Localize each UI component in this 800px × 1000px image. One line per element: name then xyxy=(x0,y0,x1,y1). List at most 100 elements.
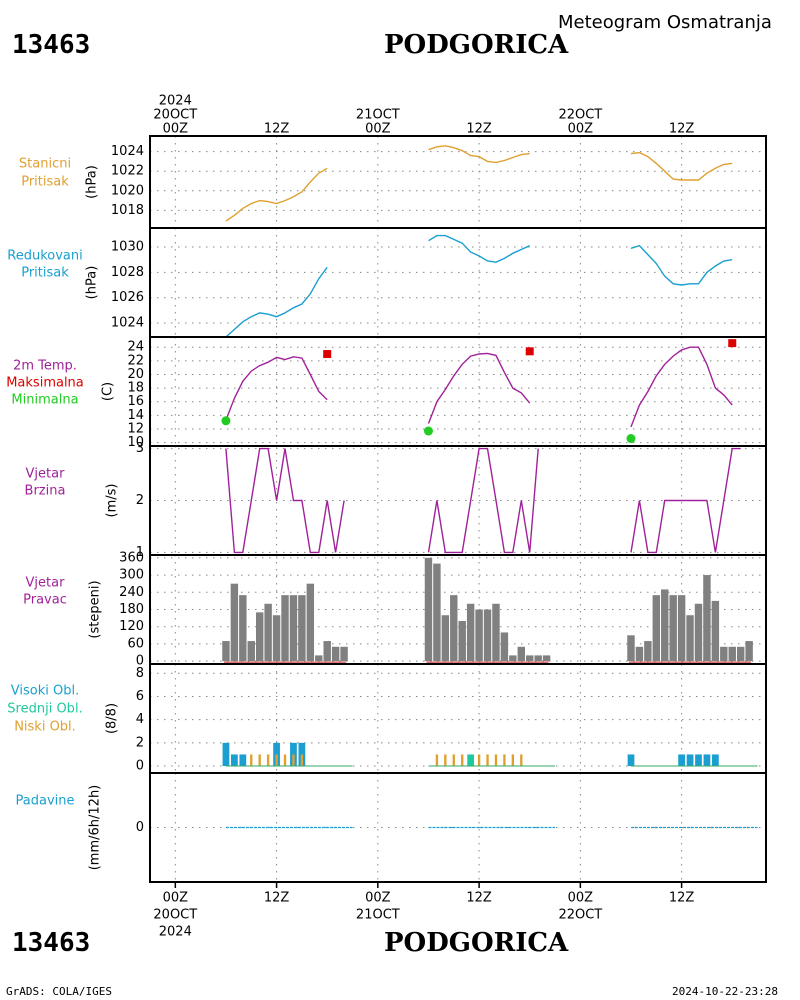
high-cloud-bar xyxy=(298,742,306,767)
station-code-bottom: 13463 xyxy=(12,928,91,958)
y-tick-label: 0 xyxy=(136,654,144,669)
time-label-bottom: 2024 xyxy=(159,925,192,940)
low-cloud-bar xyxy=(250,754,253,767)
y-axis-title: (mm/6h/12h) xyxy=(88,785,103,871)
grads-credit: GrADS: COLA/IGES xyxy=(6,985,112,998)
wind-dir-bar xyxy=(315,655,323,662)
series-line xyxy=(225,356,328,421)
wind-dir-bar xyxy=(736,646,745,662)
wind-dir-bar xyxy=(323,641,331,662)
wind-dir-bar xyxy=(500,632,509,662)
wind-dir-bar xyxy=(281,595,289,662)
wind-dir-bar xyxy=(745,641,753,662)
y-tick-label: 1030 xyxy=(111,240,144,255)
time-label-bottom: 12Z xyxy=(669,891,695,906)
station-code-top: 13463 xyxy=(12,30,91,60)
y-tick-label: 1018 xyxy=(111,203,144,218)
time-label-bottom: 20OCT xyxy=(153,908,197,923)
high-cloud-bar xyxy=(711,754,719,767)
y-tick-label: 16 xyxy=(127,394,144,409)
wind-dir-bar xyxy=(509,655,517,662)
wind-dir-bar xyxy=(306,583,315,662)
low-cloud-bar xyxy=(452,754,455,767)
panel-label: 2m Temp. xyxy=(13,359,77,374)
y-tick-label: 1020 xyxy=(111,183,144,198)
time-label-bottom: 22OCT xyxy=(558,908,602,923)
wind-dir-bar xyxy=(652,595,661,662)
y-tick-label: 120 xyxy=(119,619,144,634)
wind-dir-bar xyxy=(264,603,272,662)
panel-label: Pritisak xyxy=(21,266,69,281)
panel-label: Maksimalna xyxy=(6,376,84,391)
wind-dir-bar xyxy=(441,615,450,662)
time-label-top: 22OCT xyxy=(558,108,602,123)
y-tick-label: 3 xyxy=(136,441,144,456)
y-tick-label: 14 xyxy=(127,408,144,423)
time-label-bottom: 00Z xyxy=(365,891,391,906)
y-tick-label: 1028 xyxy=(111,265,144,280)
y-tick-label: 360 xyxy=(119,550,144,565)
low-cloud-bar xyxy=(503,754,506,767)
high-cloud-bar xyxy=(290,742,297,767)
high-cloud-bar xyxy=(686,754,694,767)
y-axis-title: (hPa) xyxy=(85,266,100,300)
wind-dir-bar xyxy=(669,595,677,662)
series-line xyxy=(427,447,539,554)
low-cloud-bar xyxy=(258,754,261,767)
low-cloud-bar xyxy=(275,754,278,767)
series-line xyxy=(630,346,733,428)
y-tick-label: 2 xyxy=(136,735,144,750)
time-label-top: 00Z xyxy=(365,122,391,137)
wind-dir-bar xyxy=(298,595,306,662)
wind-dir-bar xyxy=(239,595,247,662)
wind-dir-bar xyxy=(720,646,728,662)
y-tick-label: 60 xyxy=(127,636,144,651)
panel-label: Pritisak xyxy=(21,175,69,190)
high-cloud-bar xyxy=(273,742,280,767)
series-line xyxy=(428,234,530,263)
wind-dir-bar xyxy=(340,646,348,662)
panel-label: Pravac xyxy=(23,593,67,608)
series-line xyxy=(427,352,531,424)
y-tick-label: 300 xyxy=(119,568,144,583)
wind-dir-bar xyxy=(466,603,475,662)
wind-dir-bar xyxy=(526,655,534,662)
panel-label: Vjetar xyxy=(26,576,66,591)
wind-dir-bar xyxy=(255,612,264,662)
time-label-bottom: 00Z xyxy=(163,891,189,906)
time-label-top: 2024 xyxy=(159,94,192,109)
low-cloud-bar xyxy=(300,754,304,767)
time-label-bottom: 12Z xyxy=(466,891,492,906)
panel-label: Stanicni xyxy=(19,157,71,172)
panel-label: Vjetar xyxy=(26,467,66,482)
render-timestamp: 2024-10-22-23:28 xyxy=(672,985,778,998)
station-name-bottom: PODGORICA xyxy=(384,928,569,958)
wind-dir-bar xyxy=(534,655,542,662)
wind-dir-bar xyxy=(331,646,340,662)
wind-dir-bar xyxy=(686,615,694,662)
series-line xyxy=(428,145,530,164)
wind-dir-bar xyxy=(230,583,239,662)
time-label-top: 20OCT xyxy=(153,108,197,123)
panel-frame xyxy=(149,772,767,883)
y-axis-title: (C) xyxy=(101,382,116,401)
wind-dir-bar xyxy=(272,615,281,662)
series-line xyxy=(225,167,328,222)
y-tick-label: 240 xyxy=(119,585,144,600)
low-cloud-bar xyxy=(494,754,498,767)
y-tick-label: 6 xyxy=(136,689,144,704)
low-cloud-bar xyxy=(292,754,295,767)
wind-dir-bar xyxy=(661,589,669,662)
y-tick-label: 12 xyxy=(127,421,144,436)
wind-dir-bar xyxy=(517,646,526,662)
panel-label: Brzina xyxy=(25,484,66,499)
high-cloud-bar xyxy=(627,754,635,767)
y-tick-label: 1026 xyxy=(111,290,144,305)
tmax-marker xyxy=(323,350,332,359)
panel-label: Redukovani xyxy=(7,249,82,264)
time-label-top: 00Z xyxy=(163,122,189,137)
panel-frame xyxy=(149,336,767,447)
high-cloud-bar xyxy=(231,754,238,767)
time-label-bottom: 12Z xyxy=(264,891,290,906)
